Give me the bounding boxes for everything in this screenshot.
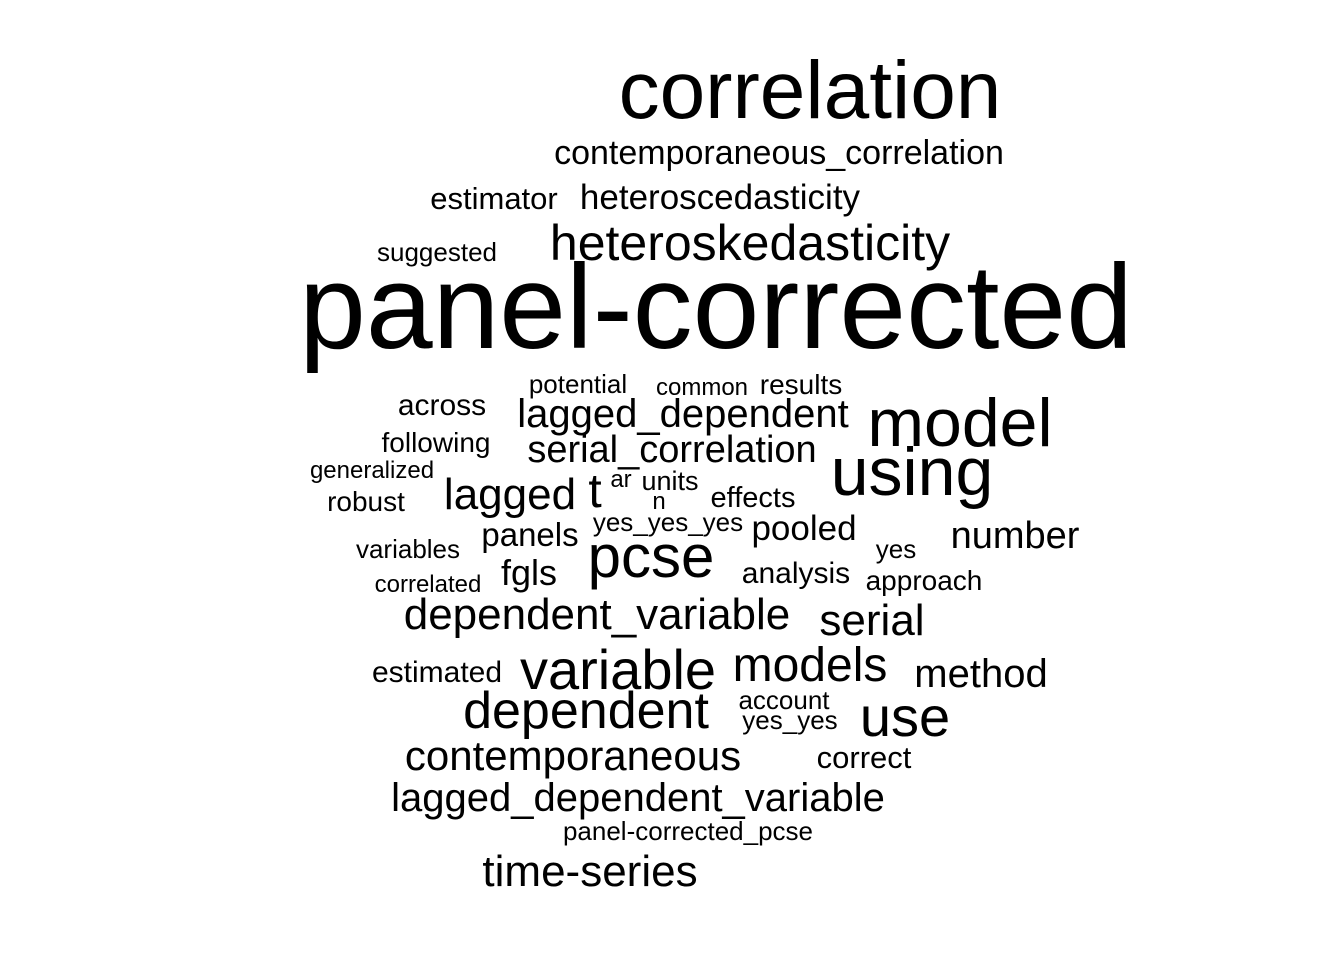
word-analysis: analysis	[742, 557, 850, 590]
word-contemporaneous: contemporaneous	[405, 732, 741, 779]
word-fgls: fgls	[501, 552, 557, 593]
word-yes: yes	[876, 534, 916, 564]
word-ar: ar	[610, 466, 631, 493]
word-yes-yes: yes_yes	[742, 705, 837, 735]
word-serial: serial	[819, 596, 924, 645]
word-panel-corrected-pcse: panel-corrected_pcse	[563, 816, 813, 846]
word-common: common	[656, 374, 748, 401]
word-use: use	[860, 685, 950, 748]
word-account: account	[738, 685, 830, 715]
word-potential: potential	[529, 369, 627, 399]
word-across: across	[398, 389, 486, 422]
word-n: n	[652, 488, 665, 515]
word-model: model	[867, 385, 1052, 461]
word-results: results	[760, 369, 842, 400]
word-models: models	[733, 639, 888, 692]
word-contemporaneous-correlation: contemporaneous_correlation	[554, 134, 1004, 172]
word-time-series: time-series	[482, 847, 697, 896]
word-heteroscedasticity: heteroscedasticity	[580, 178, 861, 217]
word-variables: variables	[356, 534, 460, 564]
word-heteroskedasticity: heteroskedasticity	[550, 215, 950, 271]
word-estimated: estimated	[372, 656, 502, 689]
word-panel-corrected: panel-corrected	[299, 240, 1133, 374]
word-method: method	[914, 652, 1047, 696]
word-yes-yes-yes: yes_yes_yes	[593, 507, 743, 537]
word-lagged-dependent: lagged_dependent	[517, 392, 848, 436]
word-pcse: pcse	[588, 523, 715, 590]
word-lagged: lagged	[444, 470, 576, 519]
word-t: t	[588, 465, 601, 518]
word-dependent-variable: dependent_variable	[404, 590, 791, 639]
word-using: using	[831, 434, 994, 510]
word-robust: robust	[327, 486, 405, 517]
word-panels: panels	[481, 516, 578, 553]
word-suggested: suggested	[377, 237, 497, 267]
word-estimator: estimator	[430, 181, 557, 216]
word-dependent: dependent	[463, 682, 709, 740]
word-pooled: pooled	[751, 509, 856, 548]
word-correct: correct	[817, 740, 912, 775]
word-effects: effects	[711, 482, 796, 514]
word-serial-correlation: serial_correlation	[527, 429, 816, 471]
word-lagged-dependent-variable: lagged_dependent_variable	[391, 776, 885, 820]
word-following: following	[382, 427, 491, 458]
word-number: number	[951, 515, 1080, 557]
word-generalized: generalized	[310, 457, 434, 484]
word-correlation: correlation	[619, 45, 1002, 136]
word-units: units	[641, 466, 698, 496]
word-variable: variable	[520, 638, 716, 701]
word-approach: approach	[866, 565, 983, 596]
word-correlated: correlated	[375, 571, 482, 598]
